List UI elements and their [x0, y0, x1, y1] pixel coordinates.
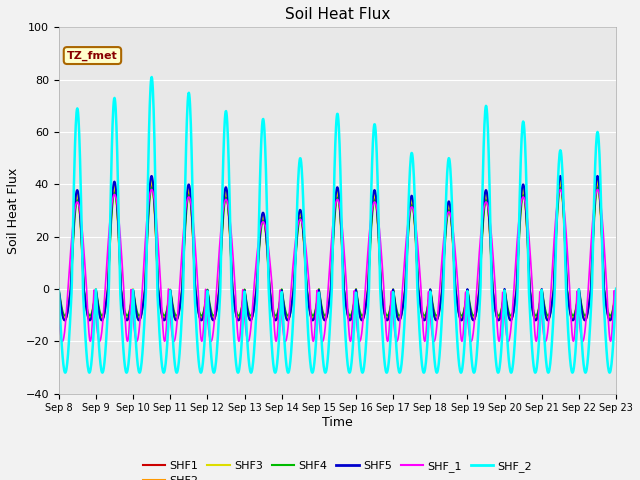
Text: TZ_fmet: TZ_fmet: [67, 50, 118, 60]
SHF5: [424, 301, 432, 307]
SHF4: [99, 313, 106, 319]
SHF_1: [497, 321, 505, 326]
SHF4: [612, 286, 620, 292]
SHF3: [165, 291, 173, 297]
SHF_2: [242, 312, 250, 317]
SHF_1: [55, 312, 63, 318]
SHF4: [498, 307, 506, 312]
SHF5: [241, 291, 249, 297]
Y-axis label: Soil Heat Flux: Soil Heat Flux: [7, 168, 20, 253]
SHF2: [55, 288, 63, 293]
SHF3: [612, 286, 620, 292]
SHF4: [242, 294, 250, 300]
SHF5: [284, 317, 291, 323]
SHF2: [497, 309, 505, 315]
SHF4: [547, 307, 554, 312]
SHF_2: [425, 319, 433, 325]
SHF5: [547, 311, 554, 317]
Line: SHF5: SHF5: [59, 176, 616, 320]
SHF1: [497, 311, 505, 317]
SHF_1: [393, 338, 401, 344]
SHF1: [272, 317, 280, 323]
SHF_2: [498, 344, 506, 350]
SHF1: [547, 312, 554, 317]
SHF3: [179, 268, 186, 274]
SHF_2: [166, 292, 173, 298]
SHF_2: [55, 286, 63, 292]
SHF1: [241, 290, 249, 296]
SHF_1: [424, 291, 432, 297]
SHF_2: [547, 357, 554, 362]
SHF5: [557, 173, 564, 179]
SHF3: [241, 292, 249, 298]
Line: SHF_1: SHF_1: [59, 190, 616, 341]
SHF4: [55, 288, 63, 293]
SHF_1: [594, 187, 602, 192]
SHF3: [55, 289, 63, 295]
Line: SHF2: SHF2: [59, 180, 616, 319]
SHF4: [148, 185, 156, 191]
SHF_2: [180, 273, 188, 278]
SHF_2: [612, 286, 620, 292]
Legend: SHF1, SHF2, SHF3, SHF4, SHF5, SHF_1, SHF_2: SHF1, SHF2, SHF3, SHF4, SHF5, SHF_1, SHF…: [138, 456, 536, 480]
SHF_1: [165, 298, 173, 303]
SHF3: [497, 307, 505, 312]
SHF2: [166, 290, 173, 296]
Line: SHF3: SHF3: [59, 182, 616, 317]
SHF2: [569, 316, 577, 322]
SHF3: [593, 180, 601, 185]
SHF_1: [241, 319, 249, 324]
SHF5: [179, 274, 186, 280]
SHF2: [424, 300, 432, 306]
SHF_1: [547, 298, 554, 304]
SHF3: [424, 298, 432, 304]
SHF1: [165, 295, 173, 300]
SHF1: [55, 286, 63, 292]
Line: SHF1: SHF1: [59, 184, 616, 320]
SHF1: [612, 286, 620, 292]
SHF2: [547, 309, 554, 315]
SHF1: [424, 302, 432, 308]
SHF4: [180, 264, 188, 270]
SHF4: [425, 299, 433, 304]
SHF5: [497, 311, 505, 317]
SHF4: [166, 289, 173, 295]
SHF1: [179, 277, 186, 283]
SHF3: [547, 307, 554, 313]
SHF2: [241, 294, 249, 300]
Line: SHF_2: SHF_2: [59, 77, 616, 372]
Title: Soil Heat Flux: Soil Heat Flux: [285, 7, 390, 22]
SHF_1: [612, 286, 620, 292]
SHF5: [612, 286, 620, 292]
SHF3: [308, 314, 316, 320]
X-axis label: Time: Time: [322, 416, 353, 429]
SHF2: [147, 177, 155, 183]
SHF_2: [160, 370, 168, 375]
SHF1: [594, 181, 602, 187]
Line: SHF4: SHF4: [59, 188, 616, 316]
SHF2: [612, 286, 620, 292]
SHF2: [179, 263, 187, 268]
SHF5: [165, 294, 173, 300]
SHF_2: [148, 74, 156, 80]
SHF_1: [179, 239, 186, 245]
SHF5: [55, 287, 63, 292]
